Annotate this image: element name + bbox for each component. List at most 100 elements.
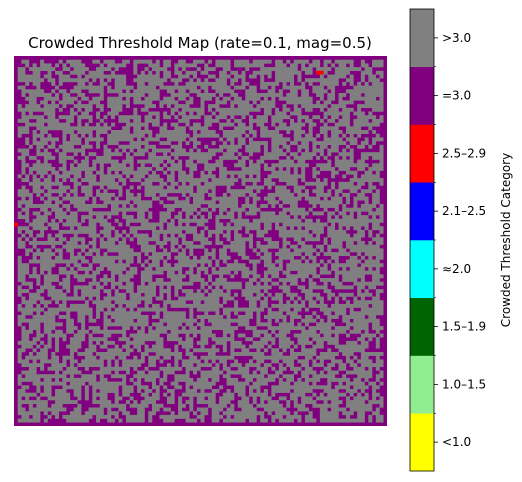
cell-gt-3.0 (96, 281, 101, 286)
cell-gt-3.0 (21, 329, 26, 334)
cell-gt-3.0 (375, 281, 380, 286)
cell-gt-3.0 (69, 237, 74, 242)
cell-gt-3.0 (237, 252, 242, 257)
cell-gt-3.0 (248, 211, 253, 216)
cell-gt-3.0 (84, 270, 89, 275)
cell-gt-3.0 (21, 315, 26, 319)
cell-gt-3.0 (319, 200, 324, 205)
cell-gt-3.0 (293, 326, 298, 331)
cell-gt-3.0 (28, 233, 33, 238)
cell-gt-3.0 (379, 85, 384, 90)
cell-gt-3.0 (159, 159, 164, 164)
cell-gt-3.0 (193, 196, 198, 201)
cell-gt-3.0 (181, 281, 186, 286)
cell-gt-3.0 (375, 170, 380, 175)
cell-gt-3.0 (290, 89, 294, 94)
cell-gt-3.0 (152, 292, 156, 297)
cell-gt-3.0 (73, 229, 78, 234)
cell-gt-3.0 (51, 252, 56, 257)
cell-gt-3.0 (178, 178, 183, 183)
cell-gt-3.0 (36, 315, 41, 319)
cell-gt-3.0 (290, 126, 294, 131)
cell-gt-3.0 (114, 289, 119, 294)
cell-gt-3.0 (323, 270, 328, 275)
cell-gt-3.0 (58, 144, 63, 149)
cell-gt-3.0 (96, 170, 101, 175)
cell-gt-3.0 (372, 204, 377, 208)
cell-gt-3.0 (96, 307, 101, 312)
cell-gt-3.0 (144, 259, 149, 264)
cell-gt-3.0 (248, 207, 253, 212)
cell-gt-3.0 (107, 237, 112, 242)
cell-gt-3.0 (58, 315, 63, 319)
cell-gt-3.0 (379, 248, 384, 253)
cell-gt-3.0 (241, 207, 246, 212)
cell-gt-3.0 (301, 263, 306, 268)
cell-gt-3.0 (267, 307, 272, 312)
cell-gt-3.0 (323, 181, 328, 186)
cell-gt-3.0 (267, 333, 272, 338)
cell-gt-3.0 (368, 300, 373, 305)
cell-gt-3.0 (118, 74, 123, 79)
cell-gt-3.0 (226, 322, 231, 327)
cell-gt-3.0 (200, 70, 205, 75)
cell-gt-3.0 (170, 229, 175, 234)
cell-gt-3.0 (256, 189, 261, 194)
cell-gt-3.0 (69, 318, 74, 323)
cell-gt-3.0 (55, 307, 60, 312)
cell-gt-3.0 (327, 315, 332, 319)
cell-gt-3.0 (204, 226, 209, 231)
cell-gt-3.0 (364, 344, 369, 349)
cell-gt-3.0 (263, 167, 268, 171)
cell-gt-3.0 (327, 218, 332, 223)
cell-gt-3.0 (256, 115, 261, 120)
cell-gt-3.0 (36, 307, 41, 312)
cell-gt-3.0 (36, 122, 41, 127)
cell-gt-3.0 (110, 181, 115, 186)
cell-gt-3.0 (271, 337, 276, 342)
cell-gt-3.0 (174, 278, 179, 282)
cell-gt-3.0 (290, 292, 294, 297)
cell-gt-3.0 (319, 148, 324, 153)
cell-gt-3.0 (245, 204, 250, 208)
cell-gt-3.0 (319, 141, 324, 146)
cell-gt-3.0 (47, 133, 52, 138)
cell-gt-3.0 (245, 218, 250, 223)
cell-gt-3.0 (331, 81, 336, 86)
cell-gt-3.0 (118, 152, 123, 157)
cell-gt-3.0 (245, 285, 250, 290)
cell-gt-3.0 (219, 81, 224, 86)
cell-gt-3.0 (32, 63, 37, 68)
cell-gt-3.0 (282, 218, 287, 223)
cell-gt-3.0 (170, 170, 175, 175)
cell-gt-3.0 (241, 241, 246, 245)
cell-gt-3.0 (178, 226, 183, 231)
cell-gt-3.0 (230, 174, 235, 179)
cell-gt-3.0 (297, 207, 302, 212)
cell-gt-3.0 (293, 204, 298, 208)
cell-gt-3.0 (316, 222, 321, 227)
cell-gt-3.0 (345, 259, 350, 264)
cell-gt-3.0 (62, 144, 67, 149)
cell-gt-3.0 (17, 204, 22, 208)
cell-gt-3.0 (275, 155, 280, 160)
cell-gt-3.0 (110, 74, 115, 79)
cell-gt-3.0 (185, 255, 190, 260)
cell-gt-3.0 (40, 67, 45, 72)
cell-gt-3.0 (84, 292, 89, 297)
cell-gt-3.0 (357, 118, 362, 123)
cell-gt-3.0 (77, 255, 82, 260)
cell-gt-3.0 (137, 211, 142, 216)
cell-gt-3.0 (189, 311, 194, 316)
cell-gt-3.0 (301, 340, 306, 345)
cell-gt-3.0 (290, 218, 294, 223)
cell-gt-3.0 (17, 74, 22, 79)
cell-gt-3.0 (368, 263, 373, 268)
cell-gt-3.0 (364, 226, 369, 231)
cell-gt-3.0 (99, 63, 104, 68)
cell-gt-3.0 (222, 74, 227, 79)
cell-gt-3.0 (323, 207, 328, 212)
cell-gt-3.0 (125, 189, 130, 194)
cell-gt-3.0 (88, 315, 93, 319)
cell-gt-3.0 (293, 292, 298, 297)
